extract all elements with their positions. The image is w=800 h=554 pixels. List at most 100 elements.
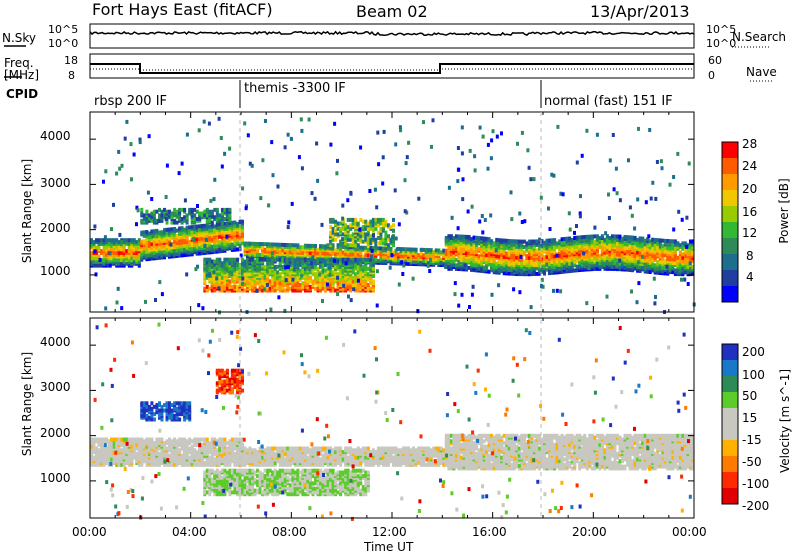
power-cell (175, 228, 179, 233)
power-cell (369, 219, 373, 224)
power-cell (627, 158, 630, 163)
power-cell (163, 244, 166, 249)
power-cell (263, 264, 267, 269)
power-cell (218, 218, 222, 223)
power-cell (678, 257, 682, 262)
power-cell (212, 270, 216, 275)
power-cell (361, 272, 365, 277)
power-cell (417, 196, 421, 201)
power-cell (595, 261, 599, 266)
power-cell (291, 261, 295, 266)
power-cell (548, 227, 552, 231)
power-cell (369, 257, 373, 262)
power-cell (502, 271, 506, 276)
power-cell (346, 225, 350, 230)
power-cell (666, 269, 670, 274)
power-cell (104, 306, 108, 311)
power-cell (125, 249, 129, 254)
power-cell (560, 250, 564, 254)
power-cell (387, 250, 390, 255)
power-cell (203, 279, 207, 284)
power-cell (203, 257, 207, 262)
power-cell (344, 286, 348, 291)
power-cell (273, 264, 277, 269)
power-cell (460, 292, 464, 297)
power-cell (120, 163, 124, 168)
power-cell (147, 231, 151, 236)
power-cell (241, 234, 244, 239)
power-cell (120, 306, 124, 311)
power-cell (371, 226, 375, 231)
power-cell (405, 155, 409, 160)
power-cell (605, 234, 609, 239)
power-cell (454, 263, 458, 268)
power-cell (217, 116, 221, 121)
power-cell (262, 287, 266, 292)
power-cell (375, 269, 379, 274)
power-cell (324, 268, 327, 273)
power-cell (560, 262, 564, 267)
power-cell (502, 254, 506, 259)
power-cell (579, 194, 582, 199)
power-cell (208, 268, 212, 273)
power-cell (193, 217, 197, 221)
power-cell (154, 298, 157, 302)
power-cell (246, 257, 249, 262)
power-cell (188, 229, 192, 233)
power-cell (344, 275, 348, 280)
power-cell (560, 237, 564, 242)
velocity-cell (107, 439, 111, 444)
power-cell (397, 252, 400, 257)
power-cell (404, 247, 408, 252)
power-cell (434, 257, 438, 262)
power-cell (336, 281, 340, 286)
velocity-cell (100, 441, 104, 446)
power-cell (316, 178, 320, 183)
power-cell (205, 223, 209, 228)
power-cell (200, 211, 204, 216)
power-cell (300, 273, 304, 278)
power-cell (120, 240, 124, 244)
power-cell (336, 158, 339, 163)
power-cell (538, 261, 541, 265)
power-cell (313, 196, 317, 201)
power-cell (236, 231, 239, 236)
power-cell (404, 261, 408, 266)
power-cell (339, 226, 343, 231)
power-cell (100, 249, 104, 254)
power-cell (463, 263, 467, 268)
power-cell (210, 244, 214, 249)
power-cell (683, 257, 687, 262)
power-cell (381, 226, 385, 231)
velocity-cell (117, 457, 121, 462)
velocity-cell (120, 441, 124, 446)
power-cell (354, 277, 358, 282)
power-cell (377, 162, 381, 167)
power-cell (565, 236, 569, 241)
power-cell (256, 252, 260, 257)
power-cell (522, 239, 526, 244)
power-cell (470, 237, 473, 242)
power-cell (136, 208, 140, 213)
power-cell (653, 247, 657, 251)
power-cell (268, 279, 272, 284)
power-cell (545, 242, 549, 247)
power-cell (278, 272, 282, 277)
velocity-ytick-4000: 4000 (40, 335, 71, 349)
power-cell (218, 213, 222, 218)
power-cell (439, 257, 443, 262)
power-cell (238, 268, 242, 273)
power-cell (655, 160, 659, 164)
power-cell (548, 269, 551, 274)
power-cell (678, 250, 682, 255)
power-cell (248, 252, 252, 257)
power-cell (648, 264, 652, 269)
power-cell (399, 128, 403, 133)
power-cell (158, 239, 161, 244)
power-cell (379, 257, 383, 262)
power-cell (283, 275, 287, 280)
power-cell (215, 213, 219, 218)
power-ytick-2000: 2000 (40, 221, 71, 235)
power-cell (585, 234, 589, 239)
power-cell (146, 190, 150, 195)
